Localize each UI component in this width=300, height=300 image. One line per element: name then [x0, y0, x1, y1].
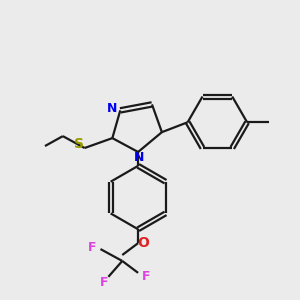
Text: F: F — [88, 241, 97, 254]
Text: S: S — [74, 137, 84, 151]
Text: F: F — [142, 270, 150, 283]
Text: N: N — [134, 152, 144, 164]
Text: N: N — [107, 102, 118, 115]
Text: O: O — [137, 236, 149, 250]
Text: F: F — [100, 276, 109, 289]
